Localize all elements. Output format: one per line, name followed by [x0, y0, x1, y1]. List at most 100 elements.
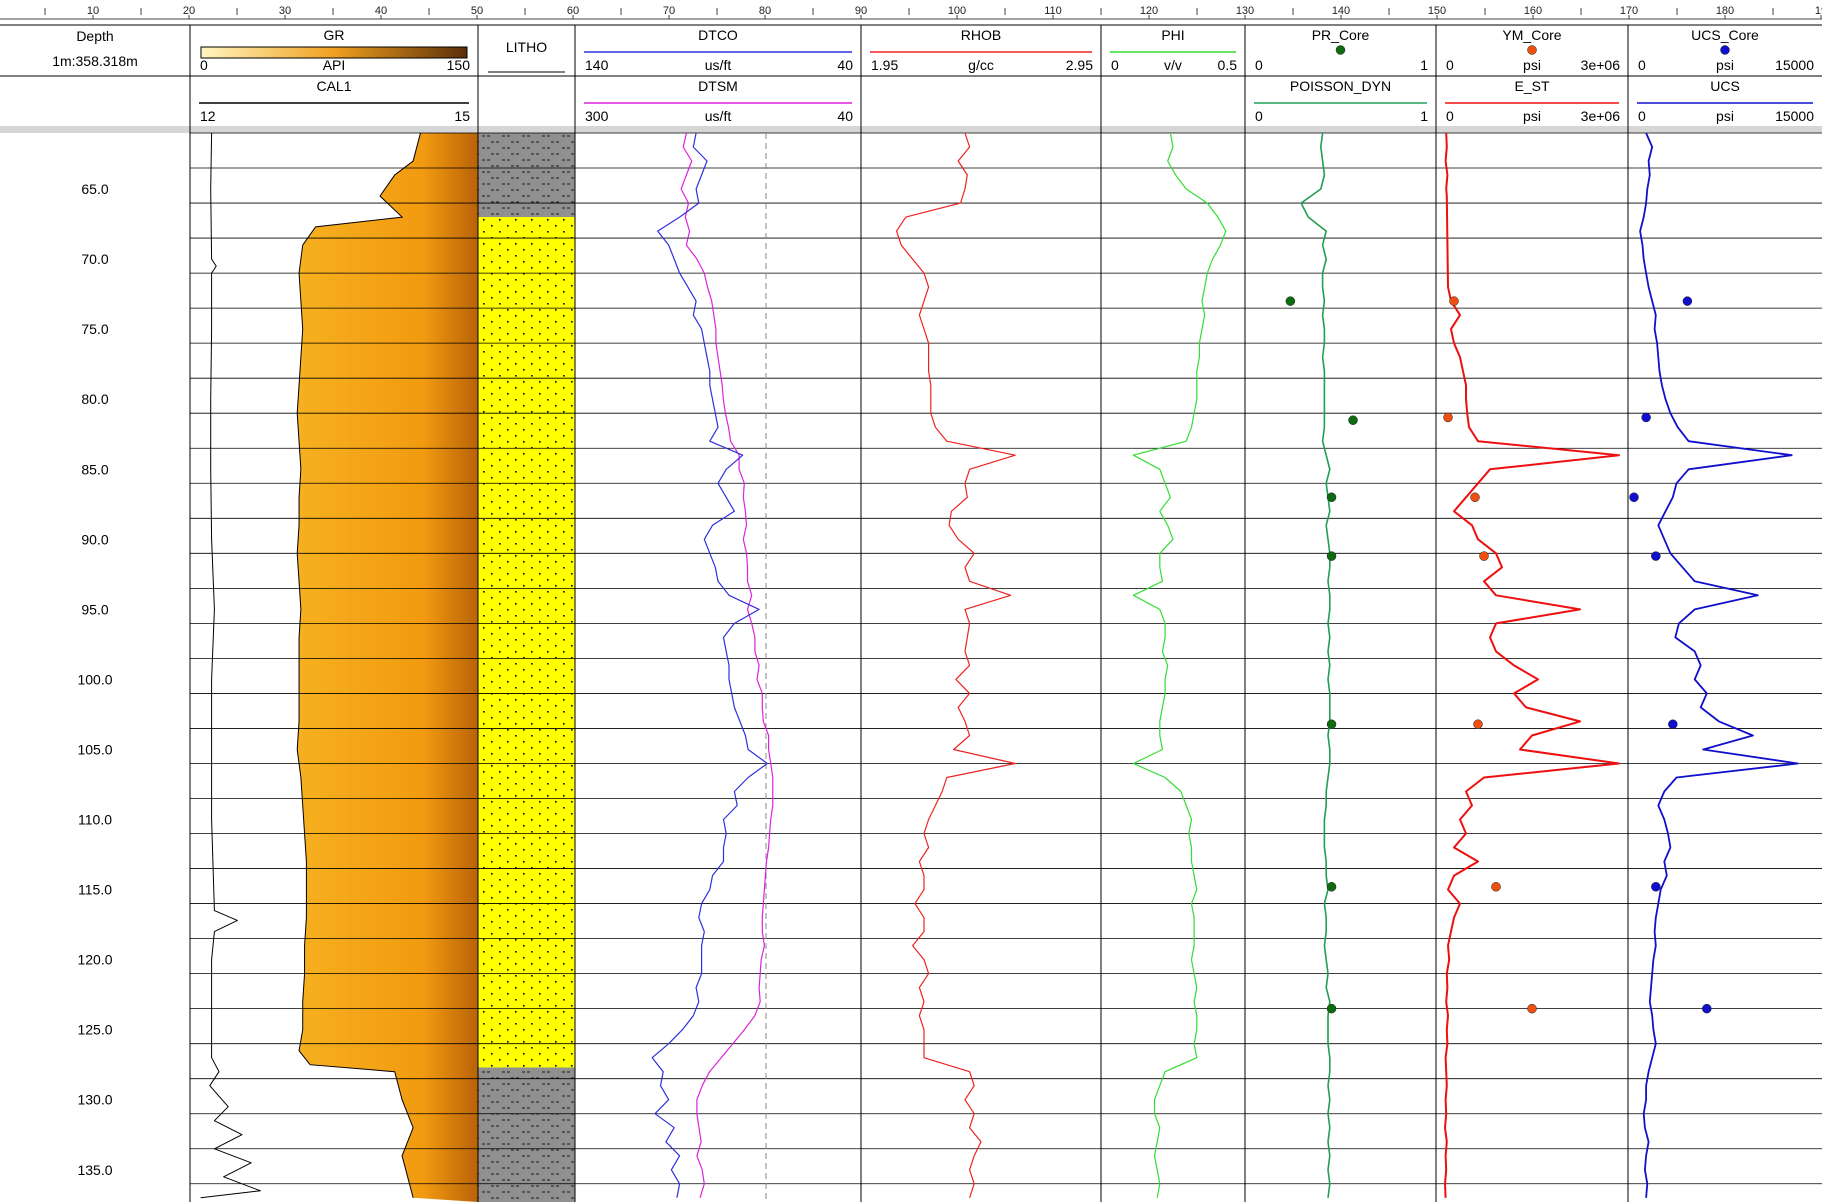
scale-min-ucs: 0 [1638, 108, 1646, 124]
curve-title-ucs: UCS [1710, 78, 1740, 94]
depth-label: 100.0 [77, 671, 112, 687]
depth-label: 75.0 [81, 321, 108, 337]
depth-gridlines: 65.0 70.0 75.0 80.0 85.0 90.0 95.0 100.0 105.0 11… [77, 132, 1822, 1202]
ucs-core-point [1651, 551, 1661, 561]
curve-title-phi: PHI [1161, 27, 1184, 43]
scale-min-dtsm: 300 [585, 108, 609, 124]
scale-min-ym_core: 0 [1446, 57, 1454, 73]
ym-core-point [1449, 296, 1459, 306]
scale-unit-rhob: g/cc [968, 57, 994, 73]
ruler-label: 30 [279, 5, 291, 17]
depth-label: 95.0 [81, 601, 108, 617]
phi-curve [1132, 132, 1227, 1198]
scale-max-rhob: 2.95 [1066, 57, 1093, 73]
scale-max-cal1: 15 [454, 108, 470, 124]
curve-title-rhob: RHOB [961, 27, 1001, 43]
litho-sandstone [478, 217, 575, 1068]
scale-unit-ucs: psi [1716, 108, 1734, 124]
scale-unit-dtco: us/ft [705, 57, 732, 73]
poisson-dyn-curve [1300, 132, 1331, 1198]
cal1-curve [200, 132, 261, 1199]
gr-area-fill [297, 133, 478, 1202]
dtco-curve [651, 132, 768, 1198]
curve-title-ym_core: YM_Core [1502, 27, 1561, 43]
ucs-core-point [1651, 882, 1661, 892]
ucs-core-point [1682, 296, 1693, 306]
scale-max-dtsm: 40 [837, 108, 853, 124]
depth-label: 135.0 [77, 1162, 112, 1178]
depth-label: 125.0 [77, 1022, 112, 1038]
depth-label: 80.0 [81, 391, 108, 407]
pr-core-point [1348, 415, 1358, 425]
depth-scale: 1m:358.318m [52, 53, 138, 69]
scale-max-phi: 0.5 [1218, 57, 1238, 73]
track-header: Depth 1m:358.318m GR 0 150 API CAL1 12 15 LITHO DT… [0, 24, 1822, 133]
core-marker-legend-ym_core [1527, 45, 1537, 55]
log-curves [200, 132, 1799, 1199]
depth-label: 130.0 [77, 1092, 112, 1108]
ruler-label: 180 [1716, 5, 1734, 17]
ym-core-point [1491, 882, 1501, 892]
ruler-label: 10 [87, 5, 99, 17]
pr-core-point [1326, 492, 1337, 503]
ruler-label: 160 [1524, 5, 1542, 17]
ruler-label: 120 [1140, 5, 1158, 17]
pr-core-point [1326, 551, 1337, 561]
curve-title-pr_core: PR_Core [1312, 27, 1370, 43]
track-borders [189, 25, 1629, 1202]
ym-core-point [1470, 492, 1480, 503]
curve-title-ucs_core: UCS_Core [1691, 27, 1759, 43]
scale-min-rhob: 1.95 [871, 57, 898, 73]
depth-label: 110.0 [78, 812, 112, 828]
scale-min-pr_core: 0 [1255, 57, 1263, 73]
ucs-core-point [1641, 412, 1651, 423]
scale-min-poisson_dyn: 0 [1255, 108, 1263, 124]
scale-min-cal1: 12 [200, 108, 216, 124]
scale-max-dtco: 40 [837, 57, 853, 73]
core-marker-legend-ucs_core [1720, 45, 1730, 55]
depth-label: 115.0 [78, 882, 112, 898]
dtsm-curve [680, 132, 774, 1198]
scale-unit-phi: v/v [1164, 57, 1182, 73]
curve-title-dtco: DTCO [698, 27, 738, 43]
pr-core-point [1285, 296, 1296, 306]
ruler-label: 60 [567, 5, 579, 17]
ruler-label: 140 [1332, 5, 1350, 17]
gr-fill-legend [200, 46, 468, 59]
scale-min-phi: 0 [1111, 57, 1119, 73]
ym-core-point [1479, 551, 1489, 561]
pr-core-point [1326, 1003, 1337, 1014]
ucs-core-point [1629, 492, 1639, 503]
scale-max-pr_core: 1 [1420, 57, 1428, 73]
depth-label: 120.0 [77, 952, 112, 968]
scale-max-ym_core: 3e+06 [1581, 57, 1621, 73]
scale-min-gr: 0 [200, 57, 208, 73]
curve-title-litho: LITHO [506, 39, 547, 55]
ym-core-point [1473, 719, 1483, 729]
curve-title-poisson_dyn: POISSON_DYN [1290, 78, 1391, 94]
rhob-curve [895, 132, 1016, 1198]
track-backgrounds [296, 132, 575, 1202]
ruler-label: 90 [855, 5, 867, 17]
pr-core-point [1326, 719, 1337, 729]
ruler-label: 80 [759, 5, 771, 17]
scale-max-e_st: 3e+06 [1581, 108, 1621, 124]
scale-unit-ym_core: psi [1523, 57, 1541, 73]
ruler-label: 19 [1815, 5, 1822, 17]
scale-unit-e_st: psi [1523, 108, 1541, 124]
ruler-label: 20 [183, 5, 195, 17]
ruler-label: 170 [1620, 5, 1638, 17]
ruler-label: 40 [375, 5, 387, 17]
scale-max-gr: 150 [447, 57, 471, 73]
ruler-label: 70 [663, 5, 675, 17]
depth-label: 70.0 [81, 251, 108, 267]
ucs-curve [1639, 132, 1799, 1198]
curve-title-e_st: E_ST [1514, 78, 1549, 94]
depth-label: 65.0 [81, 181, 108, 197]
scale-max-poisson_dyn: 1 [1420, 108, 1428, 124]
litho-shale [478, 1067, 575, 1202]
curve-title-cal1: CAL1 [316, 78, 351, 94]
scale-min-dtco: 140 [585, 57, 609, 73]
ruler-label: 150 [1428, 5, 1446, 17]
scale-unit-dtsm: us/ft [705, 108, 732, 124]
